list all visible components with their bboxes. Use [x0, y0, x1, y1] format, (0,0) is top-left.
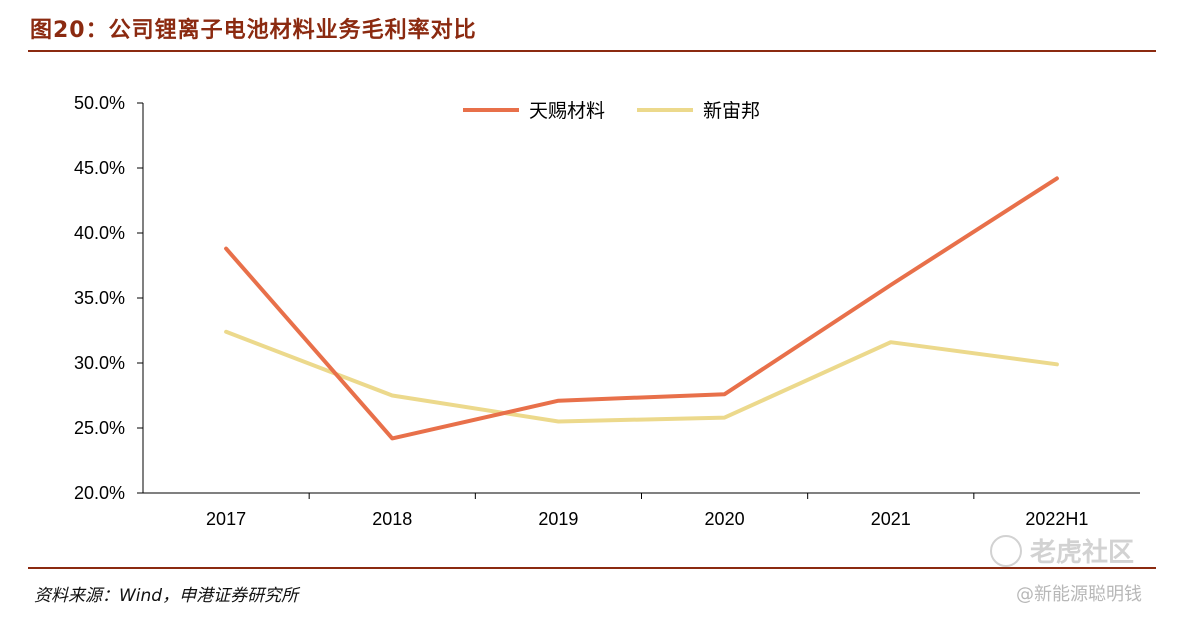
y-tick-label: 40.0% — [74, 223, 125, 243]
y-tick-label: 25.0% — [74, 418, 125, 438]
y-tick-label: 20.0% — [74, 483, 125, 503]
x-tick-label: 2021 — [871, 509, 911, 529]
watermark: 老虎社区 — [990, 532, 1134, 570]
watermark-handle: @新能源聪明钱 — [1016, 584, 1142, 605]
figure-title: 图20：公司锂离子电池材料业务毛利率对比 — [30, 18, 477, 43]
legend-label-1: 天赐材料 — [529, 100, 605, 122]
x-tick-label: 2017 — [206, 509, 246, 529]
x-tick-label: 2019 — [538, 509, 578, 529]
chart-axes: 20.0% 25.0% 30.0% 35.0% 40.0% 45.0% 50.0% 2017 2… — [74, 93, 1140, 529]
y-tick-label: 30.0% — [74, 353, 125, 373]
source-note: 资料来源：Wind，申港证券研究所 — [34, 586, 299, 606]
line-chart: 20.0% 25.0% 30.0% 35.0% 40.0% 45.0% 50.0% 2017 2… — [74, 93, 1140, 529]
series-line-1 — [224, 176, 1059, 441]
series-line-2 — [224, 329, 1059, 424]
y-tick-label: 45.0% — [74, 158, 125, 178]
chart-legend: 天赐材料 新宙邦 — [463, 100, 760, 122]
chart-series — [224, 176, 1059, 441]
x-tick-label: 2018 — [372, 509, 412, 529]
x-tick-label: 2022H1 — [1025, 509, 1088, 529]
x-tick-label: 2020 — [705, 509, 745, 529]
footer-rule — [28, 567, 1156, 569]
legend-label-2: 新宙邦 — [703, 100, 760, 122]
y-tick-label: 50.0% — [74, 93, 125, 113]
title-rule — [28, 50, 1156, 52]
y-tick-label: 35.0% — [74, 288, 125, 308]
watermark-text: 老虎社区 — [1030, 538, 1135, 568]
tiger-logo-icon — [990, 534, 1022, 567]
